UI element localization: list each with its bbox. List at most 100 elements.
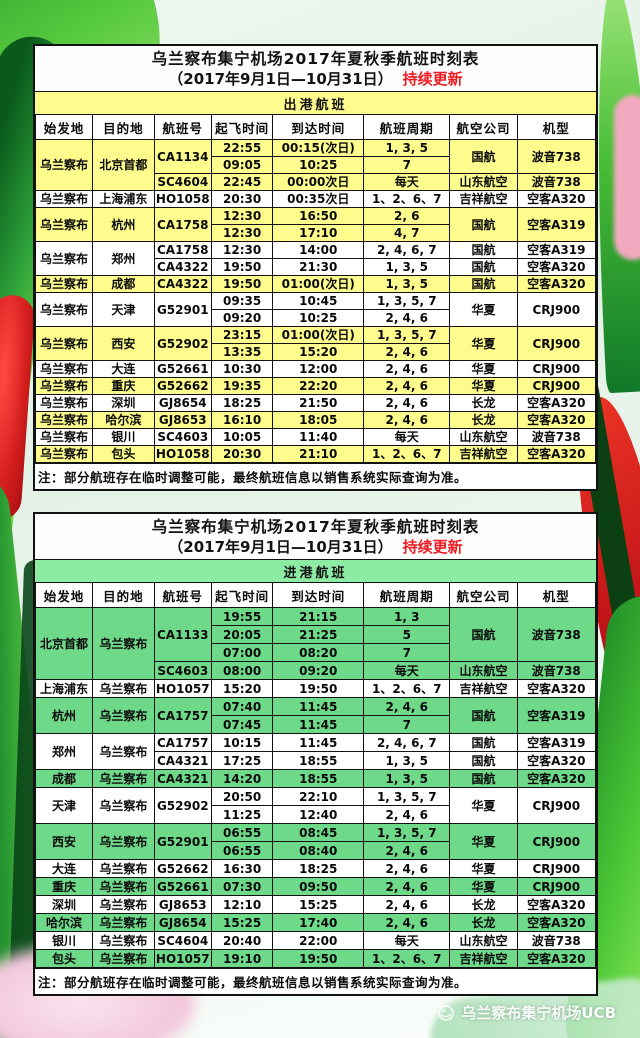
flight-number-cell: G52901 <box>153 292 212 328</box>
flight-number-cell: SC4603 <box>153 661 212 681</box>
arrivals-update-badge: 持续更新 <box>402 537 463 556</box>
arrival-time-cell: 21:15 <box>272 607 365 627</box>
arrival-time-cell: 09:20 <box>272 661 365 681</box>
days-cell: 2, 4, 6, 7 <box>363 733 451 753</box>
arrival-time-cell: 01:00(次日) <box>272 326 365 345</box>
flight-row: 乌兰察布 成都 CA4322 19:50 01:00(次日) 1, 3, 5 国航 空客A32… <box>34 275 597 294</box>
flight-row: SC4604 22:45 00:00次日 每天 山东航空 波音738 <box>35 173 597 192</box>
airline-cell: 吉祥航空 <box>449 949 518 969</box>
departures-flight-table: 始发地 目的地 航班号 起飞时间 到达时间 航班周期 航空公司 机型 乌兰察布 北京首都 CA11… <box>34 114 597 464</box>
column-header: 航班周期 <box>363 582 451 609</box>
aircraft-cell: 波音738 <box>516 931 597 951</box>
days-cell: 2, 4, 6 <box>363 859 451 879</box>
days-cell: 4, 7 <box>363 224 451 243</box>
departures-section: 乌兰察布集宁机场2017年夏秋季航班时刻表 （2017年9月1日—10月31日）… <box>33 44 598 492</box>
days-cell: 1, 3, 5, 7 <box>363 787 451 807</box>
destination-cell: 乌兰察布 <box>92 697 155 735</box>
airline-cell: 华夏 <box>449 377 518 396</box>
days-cell: 1, 3, 5 <box>363 139 451 158</box>
watermark-text: 乌兰察布集宁机场UCB <box>461 1004 616 1022</box>
origin-cell: 乌兰察布 <box>34 411 94 430</box>
flight-number-cell: CA4322 <box>153 275 212 294</box>
departure-time-cell: 09:35 <box>210 292 274 311</box>
arrival-time-cell: 15:25 <box>272 895 365 915</box>
flight-row: 北京首都 乌兰察布 CA1133 19:55 21:15 1, 3 国航 波音738 <box>34 607 597 681</box>
arrival-time-cell: 12:00 <box>272 360 365 379</box>
arrival-time-cell: 00:00次日 <box>272 173 365 192</box>
days-cell: 2, 4, 6 <box>363 895 451 915</box>
airline-cell: 国航 <box>449 207 518 243</box>
departure-time-cell: 20:40 <box>210 931 274 951</box>
flight-row: 成都 乌兰察布 CA4321 14:20 18:55 1, 3, 5 国航 空客A320 <box>34 769 597 789</box>
aircraft-cell: 空客A320 <box>516 913 597 933</box>
days-cell: 1, 3, 5 <box>363 275 451 294</box>
arrival-time-cell: 11:45 <box>272 715 365 735</box>
arrivals-date-range: （2017年9月1日—10月31日） <box>168 537 393 556</box>
aircraft-cell: 波音738 <box>516 428 597 447</box>
departure-time-cell: 07:30 <box>210 877 274 897</box>
arrival-time-cell: 12:40 <box>272 805 365 825</box>
days-cell: 7 <box>363 643 451 663</box>
arrival-time-cell: 18:55 <box>272 769 365 789</box>
arrivals-note: 注：部分航班存在临时调整可能，最终航班信息以销售系统实际查询为准。 <box>35 968 596 995</box>
departure-time-cell: 19:50 <box>210 258 274 277</box>
departure-time-cell: 13:35 <box>210 343 274 362</box>
departure-time-cell: 10:05 <box>210 428 274 447</box>
departures-title: 乌兰察布集宁机场2017年夏秋季航班时刻表 <box>151 50 480 68</box>
departure-time-cell: 15:25 <box>210 913 274 933</box>
days-cell: 1, 3 <box>363 607 451 627</box>
airline-cell: 华夏 <box>449 326 518 362</box>
flight-row: 乌兰察布 大连 G52661 10:30 12:00 2, 4, 6 华夏 CRJ900 <box>34 360 597 379</box>
flower-decoration-top-right <box>614 95 640 260</box>
departure-time-cell: 09:05 <box>210 156 274 175</box>
airline-cell: 国航 <box>449 258 518 277</box>
flight-row: 银川 乌兰察布 SC4604 20:40 22:00 每天 山东航空 波音738 <box>34 931 597 951</box>
origin-cell: 深圳 <box>34 895 94 915</box>
arrival-time-cell: 14:00 <box>272 241 365 260</box>
departure-time-cell: 16:10 <box>210 411 274 430</box>
arrivals-section: 乌兰察布集宁机场2017年夏秋季航班时刻表 （2017年9月1日—10月31日）… <box>33 512 598 997</box>
aircraft-cell: 波音738 <box>516 139 597 175</box>
days-cell: 1、2、6、7 <box>363 949 451 969</box>
destination-cell: 郑州 <box>92 241 155 277</box>
header-row: 始发地 目的地 航班号 起飞时间 到达时间 航班周期 航空公司 机型 <box>34 582 597 609</box>
departure-time-cell: 12:10 <box>210 895 274 915</box>
days-cell: 1、2、6、7 <box>363 679 451 699</box>
arrival-time-cell: 08:20 <box>272 643 365 663</box>
column-header: 航班周期 <box>363 114 451 141</box>
departure-time-cell: 06:55 <box>210 823 274 843</box>
departure-time-cell: 10:30 <box>210 360 274 379</box>
aircraft-cell: 空客A319 <box>516 207 597 243</box>
flight-row: SC4603 08:00 09:20 每天 山东航空 波音738 <box>35 661 597 681</box>
arrival-time-cell: 00:15(次日) <box>272 139 365 158</box>
days-cell: 每天 <box>363 931 451 951</box>
flight-number-cell: CA1133 <box>153 607 212 663</box>
airline-cell: 山东航空 <box>449 931 518 951</box>
origin-cell: 乌兰察布 <box>34 190 94 209</box>
aircraft-cell: CRJ900 <box>516 823 597 861</box>
arrivals-subtitle: （2017年9月1日—10月31日） 持续更新 <box>35 538 596 558</box>
days-cell: 2, 4, 6 <box>363 343 451 362</box>
days-cell: 7 <box>363 156 451 175</box>
airline-cell: 华夏 <box>449 859 518 879</box>
aircraft-cell: CRJ900 <box>516 326 597 362</box>
arrival-time-cell: 01:00(次日) <box>272 275 365 294</box>
destination-cell: 包头 <box>92 445 155 464</box>
arrival-time-cell: 10:25 <box>272 156 365 175</box>
flight-row: 乌兰察布 哈尔滨 GJ8653 16:10 18:05 2, 4, 6 长龙 空客A320 <box>34 411 597 430</box>
airline-cell: 吉祥航空 <box>449 679 518 699</box>
days-cell: 每天 <box>363 428 451 447</box>
flight-row: 包头 乌兰察布 HO1057 19:10 19:50 1、2、6、7 吉祥航空 空客A320 <box>34 949 597 969</box>
airline-cell: 吉祥航空 <box>449 445 518 464</box>
flight-row: 上海浦东 乌兰察布 HO1057 15:20 19:50 1、2、6、7 吉祥航空 空客A32… <box>34 679 597 699</box>
departure-time-cell: 12:30 <box>210 241 274 260</box>
days-cell: 1、2、6、7 <box>363 445 451 464</box>
flight-number-cell: HO1057 <box>153 949 212 969</box>
origin-cell: 乌兰察布 <box>34 428 94 447</box>
watermark: 乌兰察布集宁机场UCB <box>437 1002 616 1023</box>
days-cell: 2, 4, 6 <box>363 309 451 328</box>
column-header: 到达时间 <box>272 582 365 609</box>
departure-time-cell: 06:55 <box>210 841 274 861</box>
aircraft-cell: CRJ900 <box>516 292 597 328</box>
arrival-time-cell: 19:50 <box>272 949 365 969</box>
